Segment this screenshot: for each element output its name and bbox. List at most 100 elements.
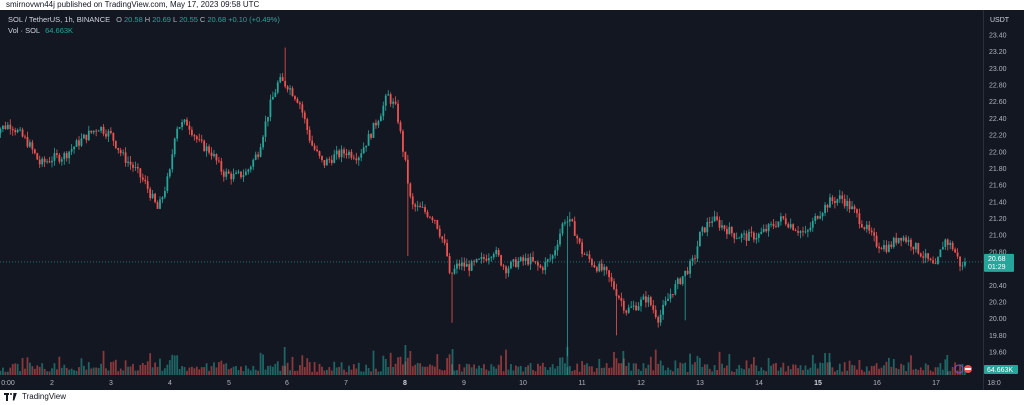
chart-panel[interactable] bbox=[0, 10, 1024, 390]
volume-bar bbox=[502, 371, 505, 375]
volume-bar bbox=[568, 366, 571, 375]
candle-body bbox=[522, 257, 525, 261]
x-tick-label: 3 bbox=[109, 380, 113, 387]
published-caption: smirnovwn44j published on TradingView.co… bbox=[6, 0, 260, 9]
candle-body bbox=[9, 124, 12, 129]
volume-bar bbox=[276, 361, 279, 375]
candle-body bbox=[573, 221, 576, 236]
volume-bar bbox=[279, 370, 282, 375]
candle-body bbox=[546, 259, 549, 262]
candle-body bbox=[70, 149, 73, 152]
legend-symbol[interactable]: SOL / TetherUS, 1h, BINANCE bbox=[8, 15, 111, 24]
volume-bar bbox=[770, 365, 772, 375]
candle-body bbox=[730, 226, 733, 234]
volume-bar bbox=[860, 369, 863, 375]
candle-body bbox=[804, 231, 807, 233]
candle-body bbox=[26, 136, 29, 147]
candle-body bbox=[90, 130, 93, 133]
x-tick-label: 0:00 bbox=[1, 380, 15, 387]
volume-bar bbox=[900, 363, 903, 375]
volume-bar bbox=[517, 366, 520, 375]
x-tick-label: 4 bbox=[168, 380, 172, 387]
candle-body bbox=[529, 256, 532, 265]
candle-body bbox=[190, 129, 193, 136]
volume-bar bbox=[75, 370, 78, 375]
volume-bar bbox=[507, 369, 510, 375]
price-unit-label: USDT bbox=[990, 17, 1010, 24]
volume-bar bbox=[941, 369, 944, 375]
volume-bar bbox=[853, 365, 856, 375]
volume-bar bbox=[762, 370, 765, 375]
volume-bar bbox=[809, 367, 812, 375]
candle-body bbox=[78, 140, 80, 146]
volume-bar bbox=[298, 365, 301, 375]
volume-bar bbox=[645, 368, 647, 375]
candlestick-chart[interactable]: 23.40 23.20 23.00 22.80 22.60 22.40 22.20 22.00… bbox=[0, 10, 1024, 390]
volume-bar bbox=[684, 362, 687, 375]
volume-bar bbox=[171, 354, 174, 375]
volume-bar bbox=[711, 371, 714, 375]
candle-body bbox=[556, 244, 559, 251]
candle-body bbox=[814, 216, 817, 222]
candle-body bbox=[65, 153, 68, 159]
candle-body bbox=[544, 261, 547, 271]
volume-bar bbox=[647, 364, 650, 375]
legend-low-value: 20.55 bbox=[179, 15, 198, 24]
candle-body bbox=[259, 147, 262, 157]
candle-body bbox=[910, 239, 912, 247]
candle-body bbox=[230, 173, 233, 180]
legend-close-label: C bbox=[199, 15, 206, 24]
volume-bar bbox=[151, 367, 154, 375]
candle-body bbox=[87, 130, 90, 141]
candle-body bbox=[716, 216, 718, 220]
volume-bar bbox=[458, 364, 461, 375]
volume-bar bbox=[765, 371, 768, 375]
volume-bar bbox=[649, 356, 652, 375]
volume-bar bbox=[804, 365, 807, 375]
volume-spike bbox=[946, 355, 949, 375]
candle-body bbox=[593, 264, 596, 268]
volume-bar bbox=[529, 363, 532, 375]
volume-bar bbox=[308, 362, 311, 375]
volume-bar bbox=[637, 369, 640, 375]
volume-bar bbox=[718, 351, 721, 375]
tradingview-brand: TradingView bbox=[22, 392, 67, 401]
candle-body bbox=[672, 294, 674, 295]
volume-bar bbox=[564, 363, 566, 375]
candle-body bbox=[797, 231, 799, 233]
volume-bar bbox=[890, 366, 893, 375]
volume-bar bbox=[70, 368, 73, 375]
candle-body bbox=[279, 77, 282, 83]
price-axis[interactable] bbox=[983, 10, 1024, 390]
candle-body bbox=[696, 246, 699, 259]
candle-body bbox=[431, 217, 434, 221]
candle-body bbox=[775, 226, 777, 227]
volume-bar bbox=[674, 360, 677, 375]
candle-body bbox=[470, 261, 473, 271]
volume-bar bbox=[841, 371, 844, 375]
legend-volume-label[interactable]: Vol · SOL bbox=[8, 26, 41, 35]
volume-bar bbox=[588, 366, 591, 375]
candle-body bbox=[659, 314, 662, 323]
volume-spike bbox=[566, 347, 569, 375]
legend-high-value: 20.69 bbox=[152, 15, 171, 24]
volume-bar bbox=[578, 371, 581, 375]
volume-bar bbox=[392, 366, 395, 375]
candle-body bbox=[924, 253, 927, 258]
volume-bar bbox=[610, 367, 613, 375]
volume-bar bbox=[402, 364, 404, 375]
candle-body bbox=[873, 232, 876, 236]
candle-body bbox=[414, 204, 417, 207]
candle-body bbox=[232, 173, 235, 180]
candle-body bbox=[244, 171, 247, 176]
candle-body bbox=[927, 253, 930, 259]
candle-body bbox=[176, 128, 179, 139]
volume-bar bbox=[168, 360, 171, 375]
volume-bar bbox=[561, 357, 564, 375]
candle-body bbox=[286, 86, 289, 90]
volume-bar bbox=[95, 367, 98, 375]
candle-body bbox=[281, 77, 284, 81]
volume-bar bbox=[92, 367, 95, 375]
candle-body bbox=[436, 220, 439, 229]
candle-body bbox=[711, 221, 714, 223]
